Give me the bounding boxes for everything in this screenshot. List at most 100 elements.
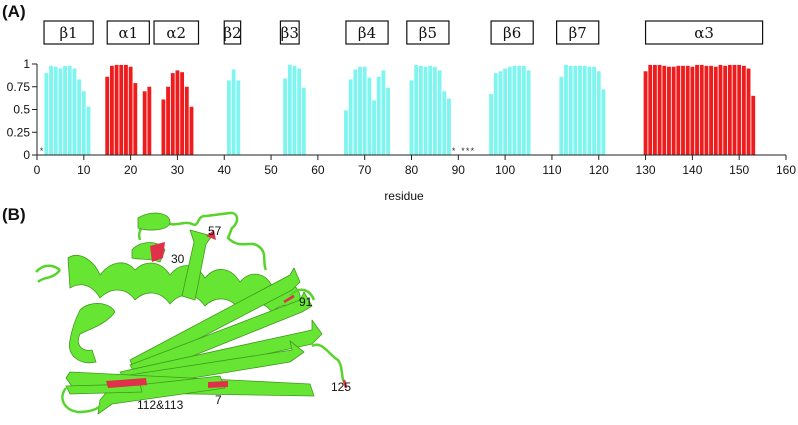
residue-label: 30: [171, 252, 185, 266]
bar: [53, 66, 58, 155]
bar: [348, 79, 353, 155]
bar: [498, 71, 503, 155]
series-β6: [489, 65, 531, 155]
bar: [676, 65, 681, 155]
bar: [58, 68, 63, 155]
bar: [386, 87, 391, 155]
bar: [124, 64, 128, 155]
bar: [596, 71, 601, 155]
asterisk-markers: * * * * *: [40, 146, 475, 156]
x-tick-label: 150: [729, 163, 749, 177]
bar: [578, 65, 582, 155]
bar: [147, 86, 152, 155]
x-tick-label: 70: [358, 163, 372, 177]
residue-labels: 57 30 91 125 112&113 7: [137, 224, 351, 412]
y-tick-label: 1: [23, 57, 30, 71]
bar: [517, 65, 522, 155]
x-tick-label: 10: [77, 163, 91, 177]
bar: [432, 66, 437, 155]
bar: [568, 65, 573, 155]
bar: [428, 65, 433, 155]
bar: [587, 66, 592, 155]
ss-box-β2: β2: [223, 20, 242, 45]
bar: [699, 64, 704, 155]
bar: [732, 64, 737, 155]
bar: [231, 69, 236, 155]
bar: [44, 73, 49, 155]
series-β7: [559, 64, 606, 155]
asterisk-marker: *: [471, 146, 475, 156]
bar: [437, 70, 442, 155]
bar: [81, 91, 86, 155]
bar: [344, 110, 348, 155]
bar: [559, 76, 564, 155]
secondary-structure-boxes: β1 α1 α2 β2 β3 β4 β5 β6 β7 α3: [43, 20, 764, 45]
bar: [227, 80, 231, 155]
bar: [72, 68, 77, 155]
residue-label: 112&113: [137, 398, 184, 412]
bar: [507, 66, 512, 155]
bar: [372, 100, 376, 155]
x-tick-label: 40: [218, 163, 232, 177]
series-β5: [409, 64, 451, 155]
y-tick-label: 0.75: [7, 80, 31, 94]
panel-b-label: (B): [2, 205, 26, 224]
bar: [161, 99, 166, 155]
series-α1: [105, 64, 152, 155]
bar: [409, 80, 414, 155]
conservation-bar-chart: β1 α1 α2 β2 β3 β4 β5 β6 β7 α3 * * * * * 00.250.50.751…: [7, 20, 796, 203]
svg-text:α3: α3: [694, 24, 714, 42]
x-tick-label: 60: [311, 163, 325, 177]
ss-box-β4: β4: [345, 20, 389, 45]
bar: [503, 68, 508, 155]
x-tick-label: 140: [682, 163, 702, 177]
bar: [105, 76, 110, 155]
bar: [77, 79, 82, 155]
bar: [180, 72, 185, 155]
y-axis: 0 0.25 0.5 0.75 1: [7, 57, 38, 162]
x-tick-label: 160: [776, 163, 796, 177]
x-tick-label: 100: [495, 163, 515, 177]
asterisk-marker: *: [466, 146, 470, 156]
bar: [109, 65, 114, 155]
bar: [189, 106, 194, 155]
y-tick-label: 0: [23, 148, 30, 162]
ss-box-β3: β3: [279, 20, 300, 45]
bar: [741, 65, 746, 155]
bar: [592, 66, 596, 155]
bar: [301, 87, 306, 155]
bar: [521, 65, 526, 155]
x-tick-label: 130: [636, 163, 656, 177]
svg-text:α1: α1: [118, 24, 138, 42]
bar: [67, 65, 72, 155]
ss-box-β6: β6: [490, 20, 534, 45]
x-tick-label: 0: [34, 163, 41, 177]
series-β4: [344, 66, 391, 155]
bar: [690, 66, 695, 155]
residue-label: 125: [331, 380, 351, 394]
bar: [133, 83, 138, 155]
bar: [49, 65, 53, 155]
x-axis: 0 10 20 30 40 50 60 70 80 90 100 110 120 130 140 150 160: [32, 154, 796, 177]
svg-text:β7: β7: [569, 24, 587, 42]
series-α2: [161, 70, 194, 155]
bar: [493, 73, 498, 155]
bar: [423, 66, 428, 155]
bar: [362, 66, 367, 155]
bar: [723, 65, 728, 155]
bar: [526, 70, 531, 155]
bar: [709, 65, 714, 155]
bar: [727, 64, 732, 155]
panel-a-label: (A): [2, 2, 26, 21]
svg-text:β6: β6: [503, 24, 521, 42]
bar: [418, 65, 423, 155]
bar: [353, 69, 358, 155]
bar: [667, 66, 671, 155]
bar: [287, 64, 292, 155]
asterisk-marker: *: [40, 146, 44, 156]
svg-text:β3: β3: [281, 24, 299, 42]
bar: [142, 91, 147, 155]
bar: [442, 91, 447, 155]
bar: [119, 64, 124, 155]
bar: [297, 68, 302, 155]
